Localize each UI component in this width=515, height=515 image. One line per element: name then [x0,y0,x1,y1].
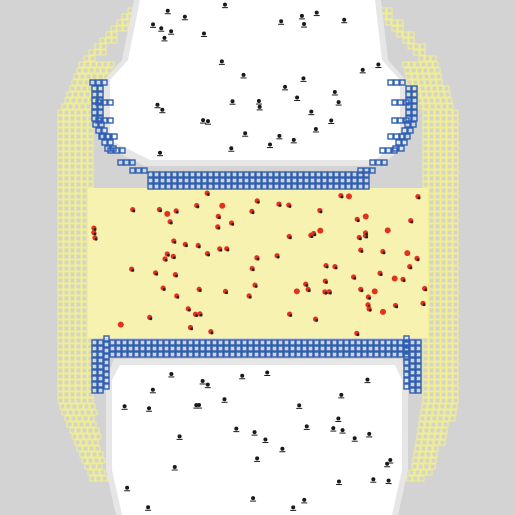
red-particle [317,228,323,234]
red-particle [346,193,352,199]
red-particle [294,288,300,294]
red-particle [392,276,398,282]
red-particle [164,211,170,217]
red-particle [385,227,391,233]
red-particle [404,250,410,256]
red-particle [380,309,386,315]
red-particle [118,322,124,328]
channel-region [88,188,428,338]
red-particle [363,214,369,220]
bottom-chamber [112,365,402,515]
red-particle [219,203,225,209]
red-particle [372,288,378,294]
